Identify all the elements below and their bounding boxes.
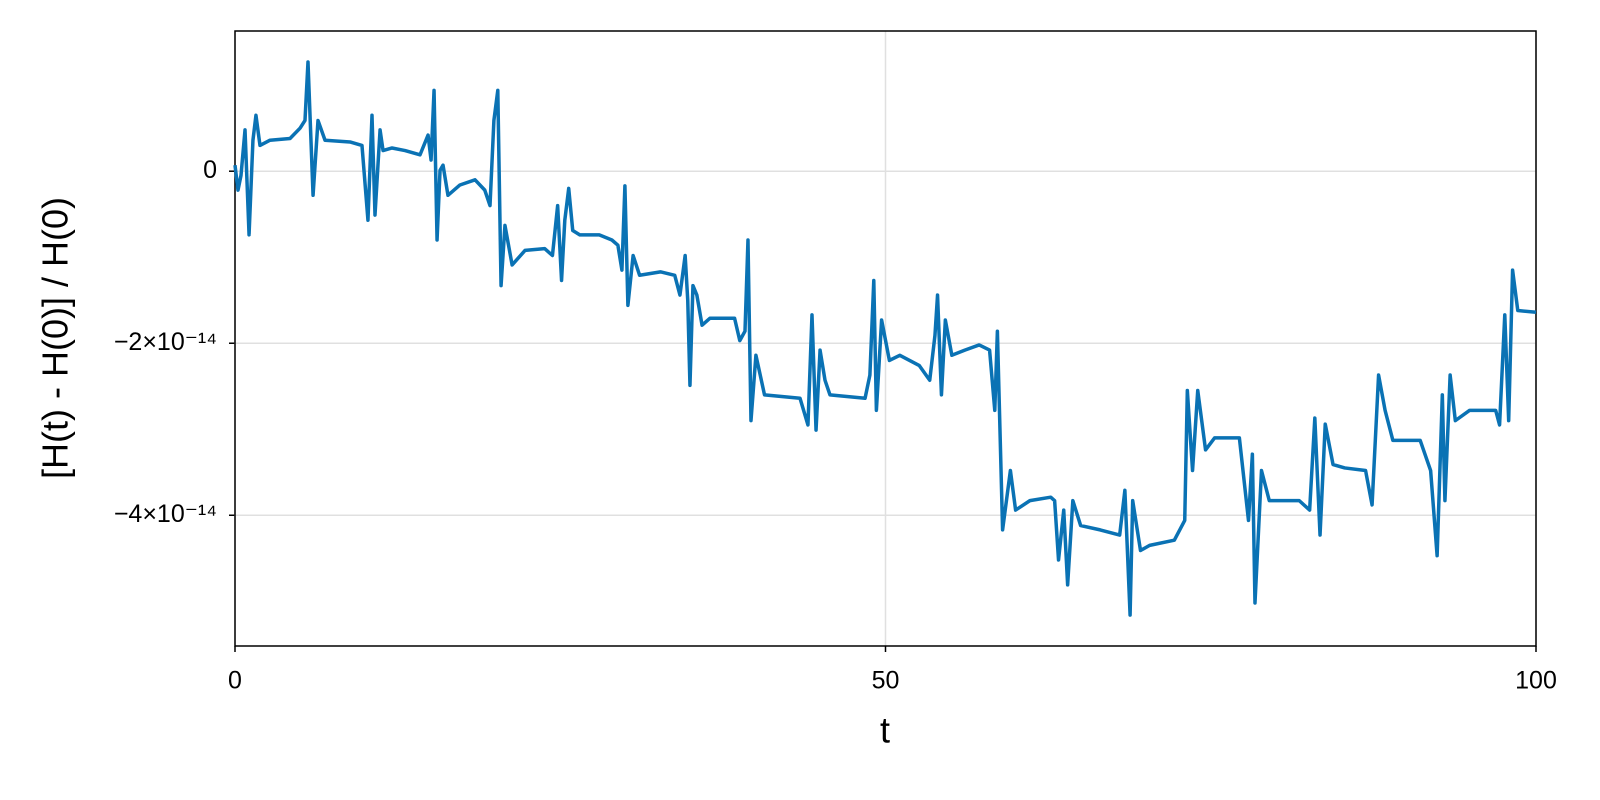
plot-frame xyxy=(234,30,1537,647)
y-axis-label: [H(t) - H(0)] / H(0) xyxy=(35,197,76,479)
data-line xyxy=(233,60,1537,617)
x-tick-label: 0 xyxy=(228,667,242,695)
y-tick-label: 0 xyxy=(203,156,217,184)
y-tick-label: −4×10⁻¹⁴ xyxy=(114,500,217,528)
x-tick-label: 100 xyxy=(1515,667,1557,695)
x-axis-label: t xyxy=(880,710,890,751)
x-tick-label: 50 xyxy=(872,667,900,695)
y-tick-label: −2×10⁻¹⁴ xyxy=(114,328,217,356)
